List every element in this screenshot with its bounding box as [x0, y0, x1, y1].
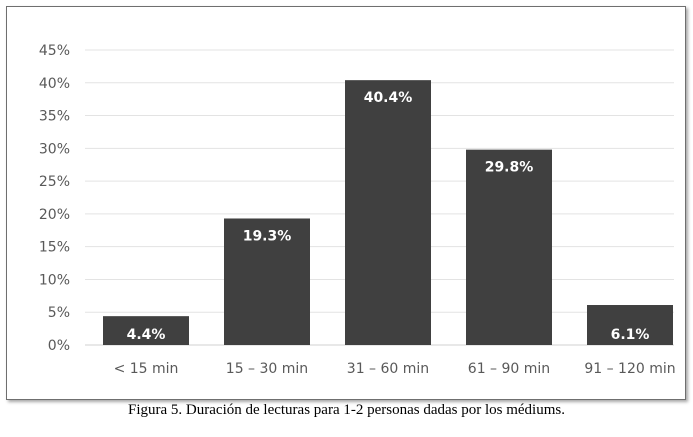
y-tick-label: 35%: [39, 109, 70, 125]
y-tick-label: 40%: [39, 76, 70, 92]
bar: [103, 316, 189, 345]
bar-data-label: 40.4%: [364, 90, 413, 106]
x-tick-label: 15 – 30 min: [226, 361, 308, 377]
y-tick-label: 30%: [39, 141, 70, 157]
bar: [224, 218, 310, 345]
bar: [466, 149, 552, 345]
y-tick-label: 10%: [39, 272, 70, 288]
y-tick-label: 25%: [39, 174, 70, 190]
figure-caption: Figura 5. Duración de lecturas para 1-2 …: [128, 402, 565, 418]
bar: [587, 305, 673, 345]
bar: [345, 80, 431, 346]
bar-data-label: 6.1%: [611, 327, 650, 343]
x-tick-label: 91 – 120 min: [584, 361, 675, 377]
y-tick-label: 15%: [39, 240, 70, 256]
bar-data-label: 4.4%: [127, 327, 166, 343]
y-tick-label: 20%: [39, 207, 70, 223]
x-tick-label: 61 – 90 min: [468, 361, 550, 377]
y-tick-label: 5%: [48, 305, 70, 321]
x-tick-label: 31 – 60 min: [347, 361, 429, 377]
y-tick-label: 0%: [48, 338, 70, 354]
bar-data-label: 29.8%: [485, 160, 534, 176]
x-tick-label: < 15 min: [114, 361, 179, 377]
bar-data-label: 19.3%: [243, 228, 292, 244]
bar-chart: 0% 5% 10% 15% 20% 25% 30% 35% 40% 45% 4.4% < 15 min…: [39, 43, 676, 377]
y-tick-label: 45%: [39, 43, 70, 59]
